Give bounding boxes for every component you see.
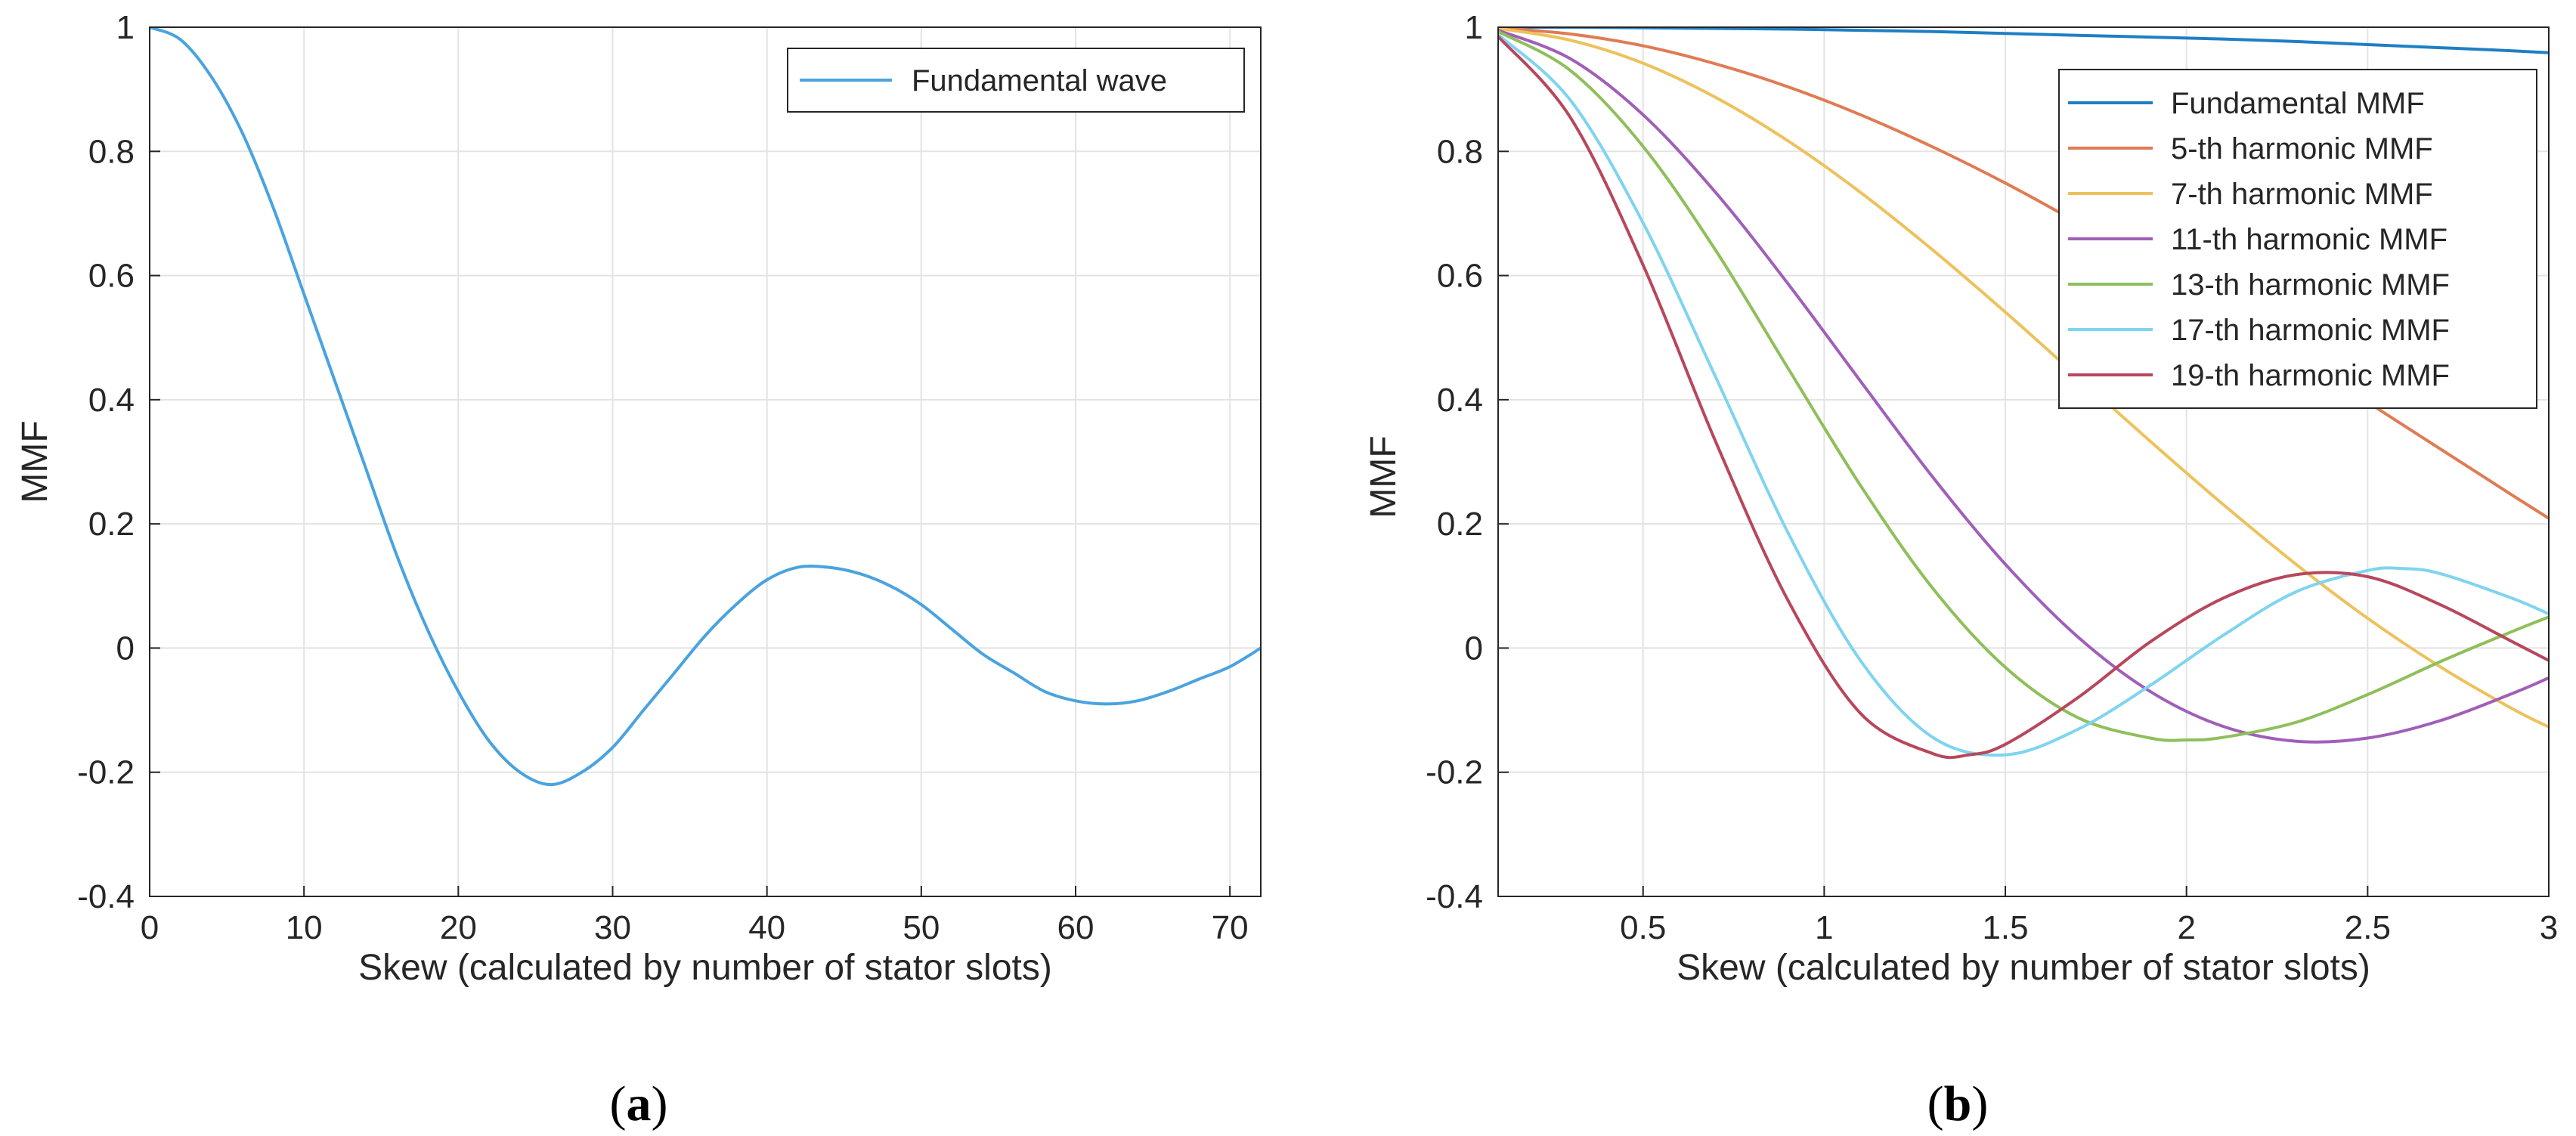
- legend-label-fundamental-wave: Fundamental wave: [912, 64, 1167, 98]
- ticks-b: 0.5 1 1.5 2 2.5 3 -0.4 -0.2 0 0.2 0.4 0.6 0.8 1: [1426, 9, 2558, 946]
- x-tick-label: 1.5: [1982, 909, 2028, 946]
- series-line-11-th-harmonic-mmf: [1498, 29, 2549, 744]
- y-tick-label: 0.6: [88, 258, 135, 295]
- chart-panel-a: 0 10 20 30 40 50 60 70 -0.4 -0.2 0 0.2 0.4 0.6 0.8 1 Sk…: [15, 9, 1262, 1131]
- axes-frame-b: [1497, 26, 2550, 897]
- grid-a: [149, 26, 1261, 897]
- x-tick-label: 10: [286, 909, 323, 946]
- y-tick-label: 0.8: [88, 133, 135, 170]
- series-line-5-th-harmonic-mmf: [1498, 27, 2549, 520]
- series-line-fundamental-wave: [150, 27, 1261, 787]
- legend-b: Fundamental MMF 5-th harmonic MMF 7-th har…: [2058, 69, 2537, 409]
- y-tick-label: 0.8: [1437, 133, 1483, 170]
- x-tick-label: 2: [2177, 909, 2195, 946]
- y-tick-label: 0: [116, 630, 135, 667]
- y-axis-label-a: MMF: [15, 420, 55, 503]
- x-tick-label: 3: [2540, 909, 2558, 946]
- y-tick-label: 0.6: [1437, 258, 1483, 295]
- panel-label-b-close: ): [1971, 1076, 1988, 1131]
- series-line-13-th-harmonic-mmf: [1498, 30, 2549, 742]
- y-tick-label: -0.2: [1426, 754, 1483, 791]
- x-tick-label: 60: [1057, 909, 1094, 946]
- y-tick-label: 0.4: [88, 382, 135, 419]
- ticks-a: 0 10 20 30 40 50 60 70 -0.4 -0.2 0 0.2 0.4 0.6 0.8 1: [77, 9, 1248, 946]
- x-axis-label-b: Skew (calculated by number of stator slo…: [1677, 948, 2370, 988]
- legend-label-fundamental-mmf: Fundamental MMF: [2171, 87, 2425, 120]
- x-tick-label: 50: [903, 909, 940, 946]
- axes-frame-a: [149, 26, 1262, 897]
- y-tick-label: -0.2: [77, 754, 135, 791]
- x-tick-label: 0: [141, 909, 159, 946]
- x-tick-label: 30: [594, 909, 631, 946]
- panel-label-b-letter: b: [1944, 1076, 1972, 1131]
- legend-label-19-th-harmonic-mmf: 19-th harmonic MMF: [2171, 359, 2450, 392]
- panel-label-b-open: (: [1927, 1076, 1944, 1131]
- series-group-a: [150, 27, 1261, 787]
- x-tick-label: 1: [1815, 909, 1833, 946]
- legend-label-11-th-harmonic-mmf: 11-th harmonic MMF: [2171, 223, 2448, 256]
- plot-area-a: [150, 27, 1261, 896]
- legend-label-17-th-harmonic-mmf: 17-th harmonic MMF: [2171, 314, 2450, 347]
- x-tick-label: 40: [748, 909, 785, 946]
- series-line-17-th-harmonic-mmf: [1498, 33, 2549, 757]
- y-tick-label: 1: [1465, 9, 1483, 46]
- y-tick-label: 0.4: [1437, 382, 1483, 419]
- panel-label-b: (b): [1927, 1076, 1989, 1131]
- x-tick-label: 20: [440, 909, 477, 946]
- panel-label-a-letter: a: [627, 1076, 652, 1131]
- x-tick-label: 70: [1212, 909, 1249, 946]
- legend-a: Fundamental wave: [787, 48, 1245, 113]
- y-tick-label: -0.4: [77, 878, 135, 915]
- y-tick-label: 0.2: [1437, 506, 1483, 543]
- panel-label-a: (a): [610, 1076, 668, 1131]
- y-tick-label: 1: [116, 9, 135, 46]
- panel-label-a-close: ): [652, 1076, 668, 1131]
- x-axis-label-a: Skew (calculated by number of stator slo…: [358, 948, 1052, 988]
- series-line-19-th-harmonic-mmf: [1498, 35, 2549, 760]
- series-line-fundamental-mmf: [1498, 27, 2549, 54]
- legend-label-7-th-harmonic-mmf: 7-th harmonic MMF: [2171, 178, 2433, 211]
- x-tick-label: 0.5: [1620, 909, 1666, 946]
- y-tick-label: -0.4: [1426, 878, 1483, 915]
- series-line-7-th-harmonic-mmf: [1498, 27, 2549, 729]
- y-tick-label: 0.2: [88, 506, 135, 543]
- panel-label-a-open: (: [610, 1076, 627, 1131]
- legend-label-13-th-harmonic-mmf: 13-th harmonic MMF: [2171, 268, 2450, 302]
- legend-label-5-th-harmonic-mmf: 5-th harmonic MMF: [2171, 132, 2433, 166]
- y-axis-label-b: MMF: [1364, 435, 1404, 518]
- y-tick-label: 0: [1465, 630, 1483, 667]
- x-tick-label: 2.5: [2345, 909, 2391, 946]
- series-group-b: [1498, 27, 2549, 760]
- chart-panel-b: 0.5 1 1.5 2 2.5 3 -0.4 -0.2 0 0.2 0.4 0.6 0.8 1 Skew …: [1364, 9, 2558, 1131]
